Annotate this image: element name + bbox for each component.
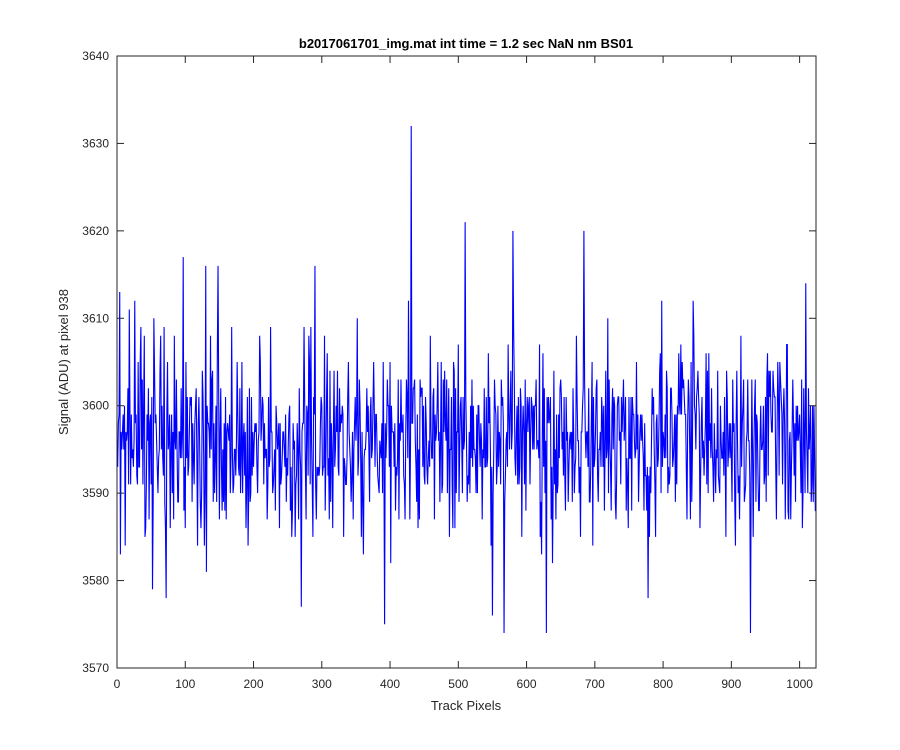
x-axis-label: Track Pixels	[431, 698, 502, 713]
chart-title: b2017061701_img.mat int time = 1.2 sec N…	[299, 36, 633, 51]
x-tick-label: 400	[380, 677, 400, 691]
series-line-0	[117, 125, 816, 634]
y-axis-ticks: 3570 3580 3590 3600 3610 3620 3630 3640	[82, 49, 816, 675]
x-tick-label: 600	[517, 677, 537, 691]
x-tick-label: 800	[653, 677, 673, 691]
x-tick-label: 100	[175, 677, 195, 691]
x-tick-label: 900	[721, 677, 741, 691]
y-tick-label: 3630	[82, 136, 109, 150]
x-tick-label: 300	[312, 677, 332, 691]
y-tick-label: 3590	[82, 486, 109, 500]
x-tick-label: 0	[114, 677, 121, 691]
x-tick-label: 1000	[786, 677, 813, 691]
series-layer	[117, 125, 816, 634]
y-tick-label: 3610	[82, 311, 109, 325]
y-tick-label: 3570	[82, 661, 109, 675]
x-tick-label: 500	[448, 677, 468, 691]
x-tick-label: 700	[585, 677, 605, 691]
y-tick-label: 3580	[82, 574, 109, 588]
y-tick-label: 3600	[82, 399, 109, 413]
y-tick-label: 3640	[82, 49, 109, 63]
x-axis-ticks: 0 100 200 300 400 500 600 700 800 900 1000	[114, 56, 813, 691]
x-tick-label: 200	[244, 677, 264, 691]
plot-area	[117, 56, 816, 668]
y-tick-label: 3620	[82, 224, 109, 238]
axes-box	[116, 55, 817, 669]
y-axis-label: Signal (ADU) at pixel 938	[56, 289, 71, 435]
